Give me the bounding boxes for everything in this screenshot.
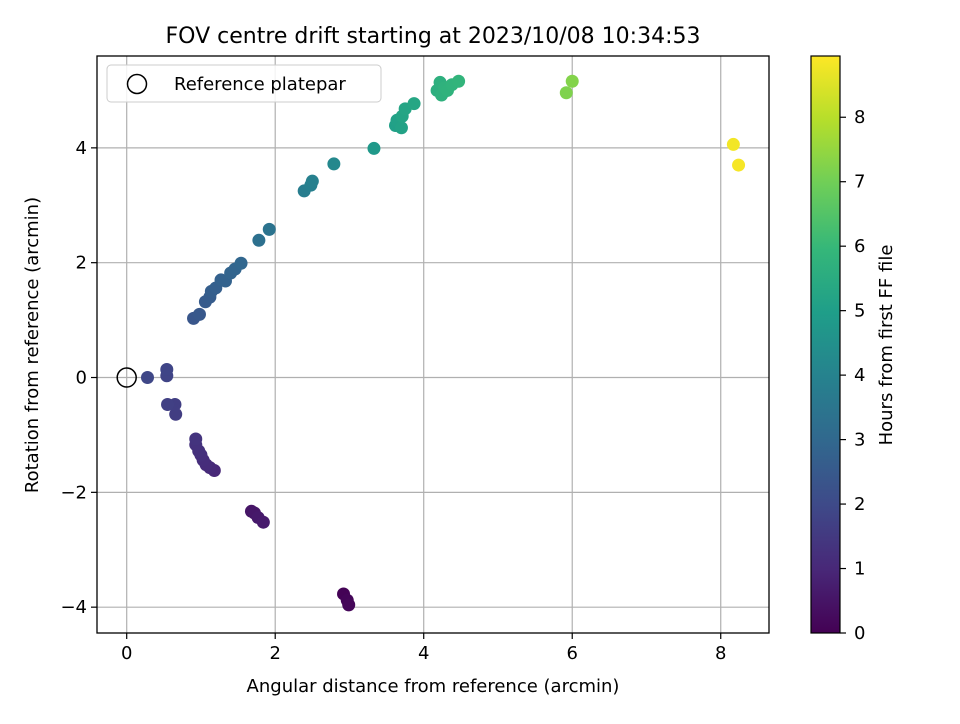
colorbar-tick-label: 1 — [854, 559, 865, 580]
y-tick-label: −4 — [60, 597, 87, 618]
data-point — [732, 158, 746, 172]
y-tick-label: 4 — [76, 138, 87, 159]
colorbar-tick-label: 5 — [854, 301, 865, 322]
x-tick-label: 0 — [121, 643, 132, 664]
colorbar-gradient — [810, 55, 841, 634]
y-tick-label: −2 — [60, 482, 87, 503]
legend-box — [106, 64, 382, 103]
data-point — [256, 515, 270, 529]
data-points — [140, 74, 746, 612]
data-point — [407, 97, 421, 111]
x-tick-label: 6 — [566, 643, 577, 664]
data-point — [452, 74, 466, 88]
data-point — [367, 141, 381, 155]
x-tick-label: 4 — [418, 643, 429, 664]
y-tick-label: 2 — [76, 253, 87, 274]
data-point — [252, 233, 266, 247]
data-point — [559, 86, 573, 100]
data-point — [160, 362, 174, 376]
colorbar-tick-label: 4 — [854, 365, 865, 386]
data-point — [189, 432, 203, 446]
colorbar-ticks: 0 1 2 3 4 5 6 7 8 — [840, 107, 865, 644]
plot-frame — [96, 55, 770, 634]
y-axis-label: Rotation from reference (arcmin) — [22, 197, 43, 493]
legend-marker-icon — [126, 73, 148, 95]
x-tick-label: 8 — [715, 643, 726, 664]
x-axis-label: Angular distance from reference (arcmin) — [247, 676, 620, 697]
colorbar-tick-label: 7 — [854, 172, 865, 193]
colorbar: 0 1 2 3 4 5 6 7 8 Hours from first FF file — [810, 55, 897, 644]
reference-platepar-marker — [116, 367, 137, 388]
data-point — [169, 407, 183, 421]
data-point — [726, 137, 740, 151]
legend-label: Reference platepar — [174, 74, 346, 95]
colorbar-tick-label: 8 — [854, 107, 865, 128]
y-tick-label: 0 — [76, 368, 87, 389]
data-point — [565, 74, 579, 88]
x-tick-label: 2 — [269, 643, 280, 664]
data-point — [305, 174, 319, 188]
chart-title: FOV centre drift starting at 2023/10/08 … — [166, 24, 701, 49]
data-point — [140, 371, 154, 385]
data-point — [342, 598, 356, 612]
data-point — [161, 397, 175, 411]
data-point — [234, 256, 248, 270]
grid — [97, 56, 769, 633]
colorbar-label: Hours from first FF file — [876, 245, 897, 446]
colorbar-tick-label: 2 — [854, 494, 865, 515]
colorbar-tick-label: 3 — [854, 430, 865, 451]
y-axis-ticks: −4 −2 0 2 4 — [60, 138, 97, 618]
colorbar-tick-label: 0 — [854, 623, 865, 644]
x-axis-ticks: 0 2 4 6 8 — [121, 633, 726, 664]
data-point — [262, 222, 276, 236]
data-point — [327, 157, 341, 171]
legend: Reference platepar — [106, 64, 382, 103]
data-point — [394, 121, 408, 135]
colorbar-tick-label: 6 — [854, 236, 865, 257]
data-point — [192, 307, 206, 321]
